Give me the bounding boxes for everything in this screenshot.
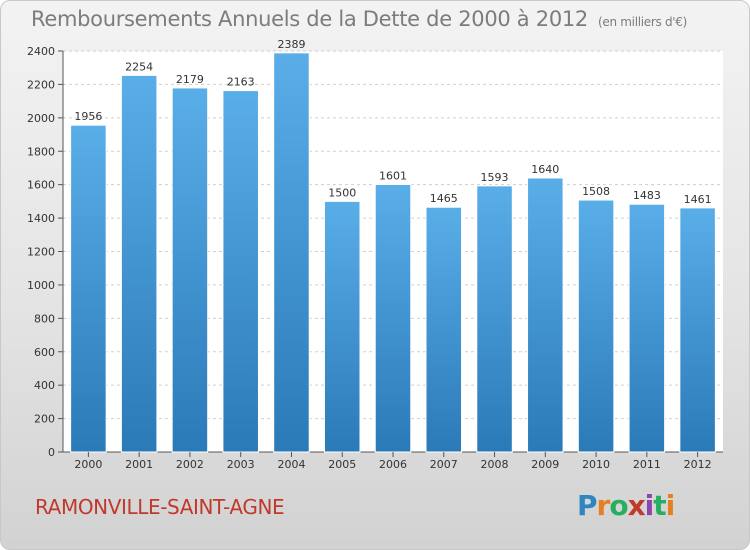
logo-letter: x — [627, 489, 646, 522]
bar — [171, 87, 209, 453]
bar — [628, 203, 666, 453]
bar-value-label: 1593 — [481, 171, 509, 184]
logo-letter: o — [609, 489, 628, 522]
x-tick-label: 2005 — [328, 458, 356, 471]
y-tick-label: 1200 — [27, 246, 55, 259]
bar-value-label: 1956 — [74, 110, 102, 123]
y-tick-label: 800 — [34, 312, 55, 325]
bar-value-label: 1483 — [633, 189, 661, 202]
y-tick-label: 600 — [34, 346, 55, 359]
x-tick-label: 2002 — [176, 458, 204, 471]
y-tick-label: 1600 — [27, 179, 55, 192]
proxiti-logo: Proxiti — [577, 489, 676, 522]
bar — [679, 207, 716, 453]
x-tick-label: 2008 — [481, 458, 509, 471]
bar — [374, 183, 412, 453]
x-tick-label: 2006 — [379, 458, 407, 471]
bar-value-label: 2179 — [176, 73, 204, 86]
bar-value-label: 2389 — [277, 38, 305, 51]
x-tick-label: 2010 — [582, 458, 610, 471]
x-tick-label: 2012 — [684, 458, 712, 471]
bar — [323, 200, 361, 453]
x-tick-label: 2001 — [125, 458, 153, 471]
chart-title-text: Remboursements Annuels de la Dette de 20… — [31, 7, 588, 31]
y-tick-label: 1000 — [27, 279, 55, 292]
logo-letter: r — [596, 489, 611, 522]
bar — [120, 74, 158, 453]
bar-value-label: 1461 — [684, 193, 712, 206]
y-tick-label: 1400 — [27, 212, 55, 225]
unit-note: (en milliers d'€) — [598, 15, 688, 29]
bar-value-label: 1500 — [328, 186, 356, 199]
commune-name: RAMONVILLE-SAINT-AGNE — [35, 495, 285, 519]
bar-value-label: 2163 — [227, 76, 255, 89]
x-tick-label: 2007 — [430, 458, 458, 471]
y-tick-label: 1800 — [27, 145, 55, 158]
bar — [273, 52, 310, 453]
bar — [577, 199, 615, 453]
y-tick-label: 2000 — [27, 112, 55, 125]
logo-letter: i — [644, 489, 655, 522]
bar-value-label: 1465 — [430, 192, 458, 205]
bar — [70, 124, 107, 453]
bar — [222, 90, 259, 453]
x-tick-label: 2003 — [227, 458, 255, 471]
y-tick-label: 2200 — [27, 78, 55, 91]
y-tick-label: 400 — [34, 379, 55, 392]
logo-letter: t — [653, 489, 666, 522]
chart-title: Remboursements Annuels de la Dette de 20… — [31, 7, 687, 31]
bar-value-label: 1508 — [582, 185, 610, 198]
y-tick-label: 200 — [34, 413, 55, 426]
bar — [476, 185, 513, 453]
logo-letter: P — [577, 489, 598, 522]
y-tick-label: 2400 — [27, 45, 55, 58]
x-tick-label: 2000 — [74, 458, 102, 471]
logo-letter: i — [665, 489, 676, 522]
bar — [425, 206, 463, 453]
x-tick-label: 2009 — [531, 458, 559, 471]
x-tick-label: 2004 — [277, 458, 305, 471]
y-tick-label: 0 — [48, 446, 55, 459]
x-tick-label: 2011 — [633, 458, 661, 471]
bar-value-label: 1640 — [531, 163, 559, 176]
bar-value-label: 2254 — [125, 60, 153, 73]
bar-value-label: 1601 — [379, 169, 407, 182]
bar — [527, 177, 564, 453]
